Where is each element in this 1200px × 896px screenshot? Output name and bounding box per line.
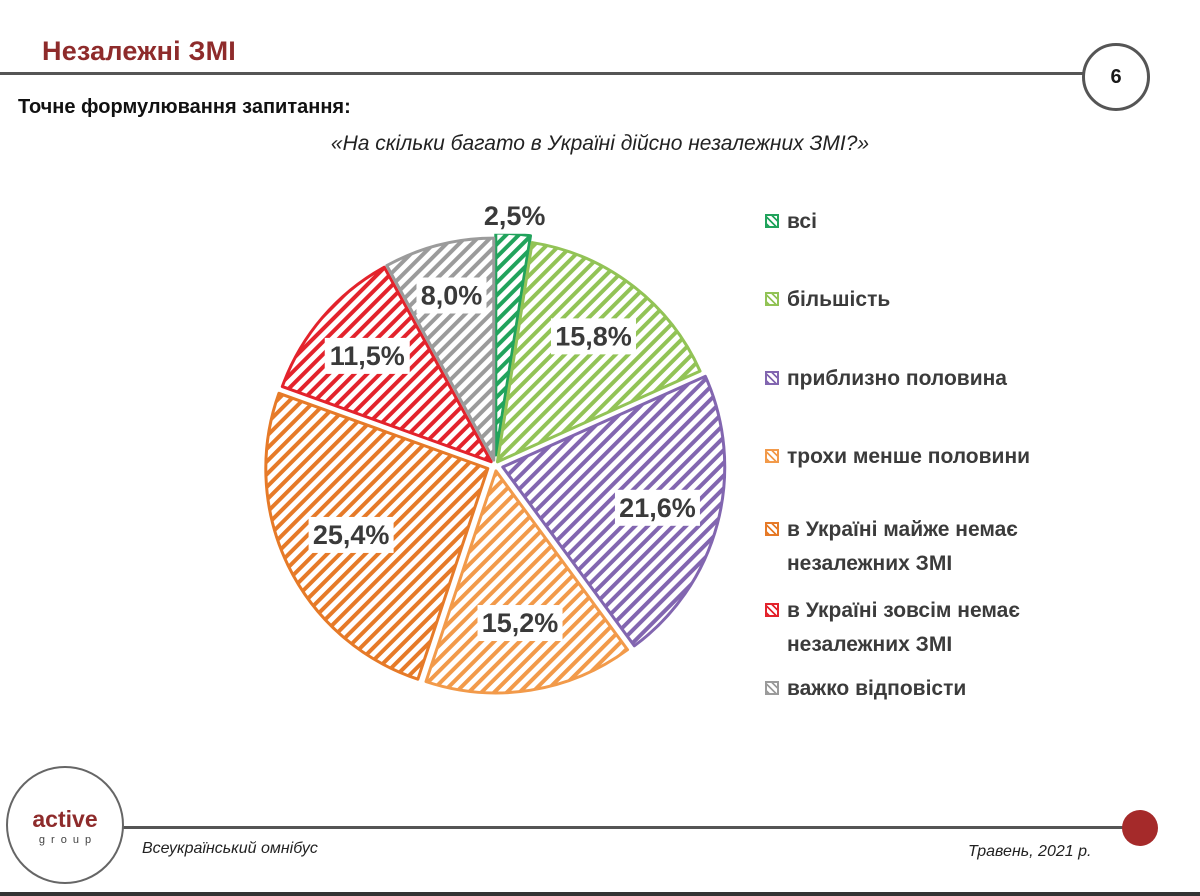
question-label: Точне формулювання запитання: [18,96,351,118]
footer-divider [70,826,1130,829]
active-group-logo: active group [6,766,124,884]
logo-word: active [32,806,98,832]
legend-item: приблизно половина [765,362,1007,396]
slice-label-1: 2,5% [484,201,546,231]
footer-survey-name: Всеукраїнський омнібус [142,840,318,857]
bottom-bar [0,892,1200,896]
legend-swatch [765,603,779,617]
legend-swatch [765,681,779,695]
slice-label-bg-1 [479,197,550,234]
legend-item: в Україні зовсім немає незалежних ЗМІ [765,594,1020,662]
legend-label: в Україні майже немає незалежних ЗМІ [787,518,1018,575]
footer-accent-dot [1122,810,1158,846]
legend-item: всі [765,205,817,239]
legend-label: всі [787,210,817,233]
legend-item: більшість [765,283,890,317]
question-text: «На скільки багато в Україні дійсно неза… [330,132,870,155]
slice-label-3: 21,6% [619,493,696,523]
slice-label-6: 11,5% [330,341,405,371]
slice-label-bg-3 [614,489,700,526]
logo-subtitle: group [38,834,98,846]
pie-slice-3 [501,374,727,648]
header-divider [0,72,1090,75]
pie-labels: 2,5% 15,8% 21,6% 15,2% 25,4% 11,5% 8,0% [308,197,700,642]
page-number: 6 [1110,65,1122,88]
legend-label: важко відповісти [787,677,967,700]
slice-label-bg-7 [416,277,487,314]
slice-label-7: 8,0% [421,280,483,310]
legend-item: трохи менше половини [765,440,1030,474]
legend-swatch [765,371,779,385]
legend-swatch [765,214,779,228]
legend-label: приблизно половина [787,367,1007,390]
slice-label-bg-2 [550,318,636,355]
page-number-badge: 6 [1082,43,1150,111]
footer-date: Травень, 2021 р. [968,843,1092,860]
page-title: Незалежні ЗМІ [42,36,237,66]
legend-swatch [765,292,779,306]
slice-label-2: 15,8% [555,321,632,351]
slice-label-5: 25,4% [313,520,390,550]
legend-label: в Україні зовсім немає незалежних ЗМІ [787,599,1020,656]
slice-label-4: 15,2% [482,608,559,638]
legend-item: в Україні майже немає незалежних ЗМІ [765,513,1018,581]
slice-label-bg-4 [477,605,563,642]
slice-label-bg-5 [308,516,394,553]
legend-swatch [765,449,779,463]
legend-label: більшість [787,288,891,311]
legend-swatch [765,522,779,536]
legend-label: трохи менше половини [787,445,1031,468]
legend-item: важко відповісти [765,672,966,706]
slice-label-bg-6 [324,337,410,374]
pie-slice-4 [424,469,630,695]
